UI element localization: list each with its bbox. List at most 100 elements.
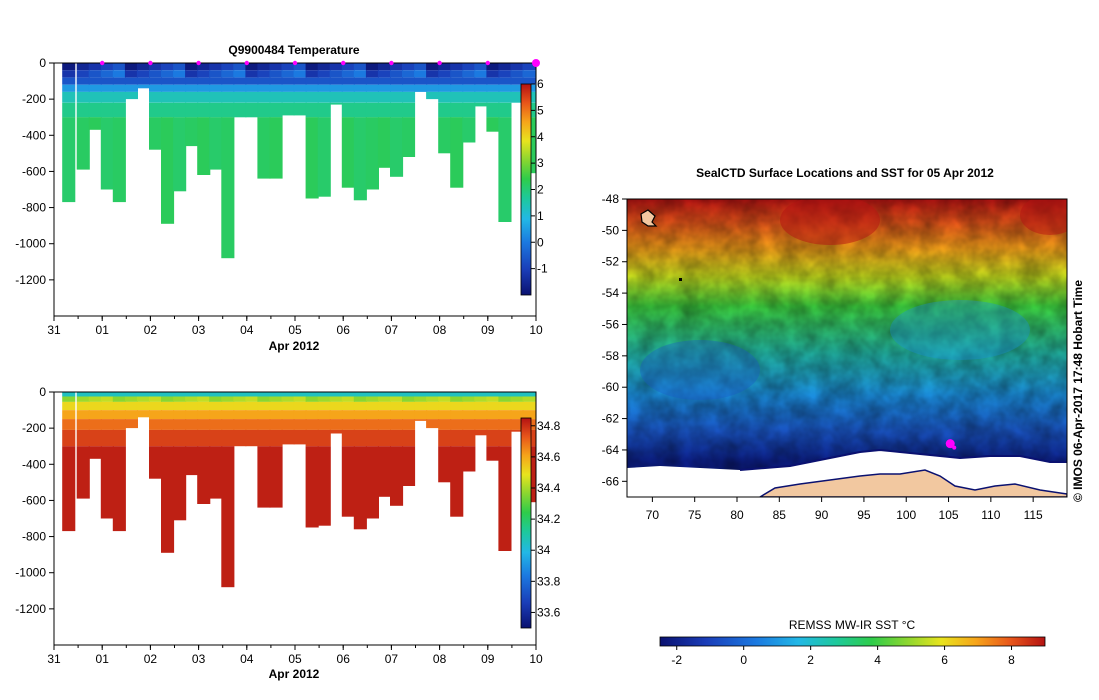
- salinity-section-chart: 0 -200 -400 -600 -800 -1000 -1200 31 01 02 03 04 05 0…: [15, 385, 560, 681]
- x-tick-label: 03: [192, 323, 206, 337]
- y-tick-label: -1000: [15, 237, 46, 251]
- sst-colorbar-tick-label: -2: [671, 653, 682, 667]
- surface-marker: [532, 59, 540, 67]
- section-profile-column: [486, 392, 500, 461]
- section-profile-column: [149, 392, 163, 479]
- x-tick-label: 09: [481, 652, 495, 666]
- surface-marker: [196, 60, 201, 66]
- y-tick-label: -200: [22, 92, 46, 106]
- section-profile-column: [269, 392, 283, 508]
- colorbar-tick-label: 4: [537, 130, 544, 144]
- section-profile-column: [365, 392, 379, 519]
- x-tick-label: 04: [240, 652, 254, 666]
- map-x-tick-label: 105: [939, 508, 959, 522]
- temperature-chart-title: Q9900484 Temperature: [228, 43, 360, 57]
- copyright-side-label: © IMOS 06-Apr-2017 17:48 Hobart Time: [1071, 280, 1085, 502]
- map-y-tick-label: -48: [602, 192, 620, 206]
- antarctica-land: [758, 469, 1067, 497]
- y-tick-label: -800: [22, 530, 46, 544]
- section-profile-column: [293, 63, 307, 116]
- map-x-tick-label: 95: [857, 508, 871, 522]
- colorbar-tick-label: 1: [537, 209, 544, 223]
- x-tick-label: 10: [529, 323, 543, 337]
- section-profile-column: [173, 63, 187, 192]
- surface-marker: [437, 60, 442, 66]
- sst-colorbar-tick-label: 2: [807, 653, 814, 667]
- salinity-x-axis-label: Apr 2012: [269, 667, 320, 681]
- map-x-tick-label: 100: [896, 508, 916, 522]
- x-tick-label: 07: [385, 652, 399, 666]
- seal-track-dot: [952, 445, 957, 450]
- sst-map-field: [627, 199, 1067, 497]
- section-profile-column: [269, 63, 283, 179]
- y-tick-label: -600: [22, 493, 46, 507]
- section-profile-column: [450, 63, 464, 188]
- section-profile-column: [426, 63, 440, 100]
- section-profile-column: [197, 63, 211, 175]
- section-profile-column: [161, 392, 175, 553]
- colorbar-tick-label: 34.4: [537, 481, 561, 495]
- section-profile-column: [498, 63, 512, 222]
- map-y-tick-label: -58: [602, 349, 620, 363]
- x-tick-label: 31: [47, 652, 61, 666]
- x-tick-label: 06: [337, 652, 351, 666]
- section-profile-column: [329, 63, 343, 105]
- map-y-tick-label: -50: [602, 223, 620, 237]
- section-profile-column: [88, 392, 102, 459]
- section-profile-column: [173, 392, 187, 521]
- section-profile-column: [341, 63, 355, 188]
- section-profile-column: [486, 63, 500, 132]
- section-profile-column: [377, 392, 391, 497]
- colorbar-tick-label: 34.2: [537, 512, 561, 526]
- x-tick-label: 04: [240, 323, 254, 337]
- section-profile-column: [402, 392, 416, 486]
- temperature-section-chart: Q9900484 Temperature 0 -200 -400 -600 -800 -1…: [15, 43, 548, 353]
- colorbar-tick-label: 2: [537, 183, 544, 197]
- surface-marker: [100, 60, 105, 66]
- section-profile-column: [197, 392, 211, 504]
- salinity-colorbar: 33.6 33.8 34 34.2 34.4 34.6 34.8: [520, 417, 561, 629]
- section-profile-column: [76, 392, 90, 499]
- map-y-tick-label: -52: [602, 255, 620, 269]
- section-profile-column: [462, 63, 476, 143]
- colorbar-tick-label: 33.8: [537, 574, 561, 588]
- sst-map-title: SealCTD Surface Locations and SST for 05…: [696, 166, 994, 180]
- kerguelen-island: [640, 209, 658, 227]
- sst-colorbar-tick-label: 8: [1008, 653, 1015, 667]
- colorbar-tick-label: -1: [537, 262, 548, 276]
- seal-location-marker: [945, 439, 957, 450]
- surface-marker: [148, 60, 153, 66]
- section-profile-column: [353, 63, 367, 201]
- sea-ice-region: [627, 450, 1067, 497]
- section-profile-column: [221, 392, 235, 588]
- section-profile-column: [414, 63, 428, 92]
- x-tick-label: 05: [288, 323, 302, 337]
- section-profile-column: [245, 63, 259, 118]
- section-profile-column: [124, 392, 138, 429]
- map-y-tick-label: -62: [602, 412, 620, 426]
- section-profile-column: [209, 63, 223, 170]
- y-tick-label: -800: [22, 201, 46, 215]
- section-profile-column: [209, 392, 223, 499]
- section-profile-column: [305, 63, 319, 199]
- section-profile-column: [293, 392, 307, 445]
- section-profile-column: [377, 63, 391, 168]
- y-tick-label: -600: [22, 164, 46, 178]
- x-tick-label: 07: [385, 323, 399, 337]
- map-x-tick-label: 80: [730, 508, 744, 522]
- colorbar-tick-label: 3: [537, 156, 544, 170]
- section-profile-column: [136, 63, 150, 89]
- y-tick-label: -200: [22, 421, 46, 435]
- section-profile-column: [233, 63, 247, 118]
- section-profile-column: [245, 392, 259, 447]
- section-profile-column: [510, 63, 524, 103]
- section-profile-column: [281, 392, 295, 445]
- surface-marker: [292, 60, 298, 66]
- surface-marker: [389, 60, 394, 66]
- map-x-tick-label: 110: [981, 508, 1000, 522]
- x-tick-label: 31: [47, 323, 61, 337]
- map-y-tick-label: -54: [602, 286, 620, 300]
- section-profile-column: [185, 63, 199, 147]
- x-tick-label: 08: [433, 323, 447, 337]
- x-tick-label: 10: [529, 652, 543, 666]
